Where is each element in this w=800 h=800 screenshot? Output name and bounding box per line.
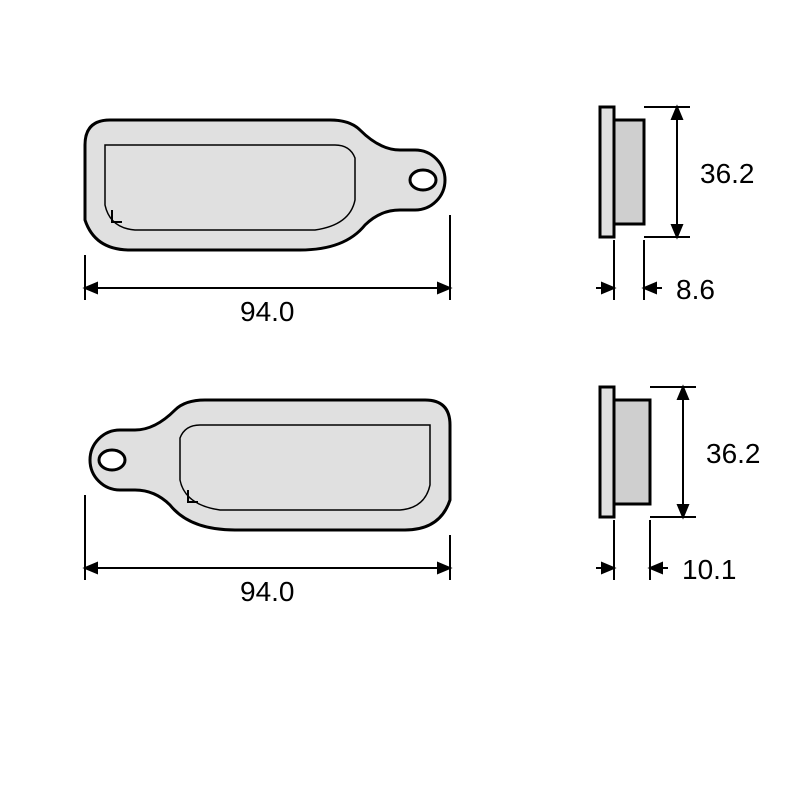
bottom-dim-height — [650, 387, 696, 517]
bottom-pad-front — [90, 400, 450, 530]
bottom-height-label: 36.2 — [706, 438, 761, 470]
top-dim-thickness — [596, 240, 662, 300]
bottom-width-label: 94.0 — [240, 576, 295, 608]
bottom-dim-thickness — [596, 520, 668, 580]
top-dim-height — [644, 107, 690, 237]
bottom-pad-side — [600, 387, 650, 517]
top-pad-side — [600, 107, 644, 237]
diagram-svg — [0, 0, 800, 800]
bottom-thick-label: 10.1 — [682, 554, 737, 586]
diagram-canvas: 36.2 94.0 8.6 36.2 94.0 10.1 — [0, 0, 800, 800]
top-height-label: 36.2 — [700, 158, 755, 190]
top-pad-front — [85, 120, 445, 250]
top-width-label: 94.0 — [240, 296, 295, 328]
top-thick-label: 8.6 — [676, 274, 715, 306]
